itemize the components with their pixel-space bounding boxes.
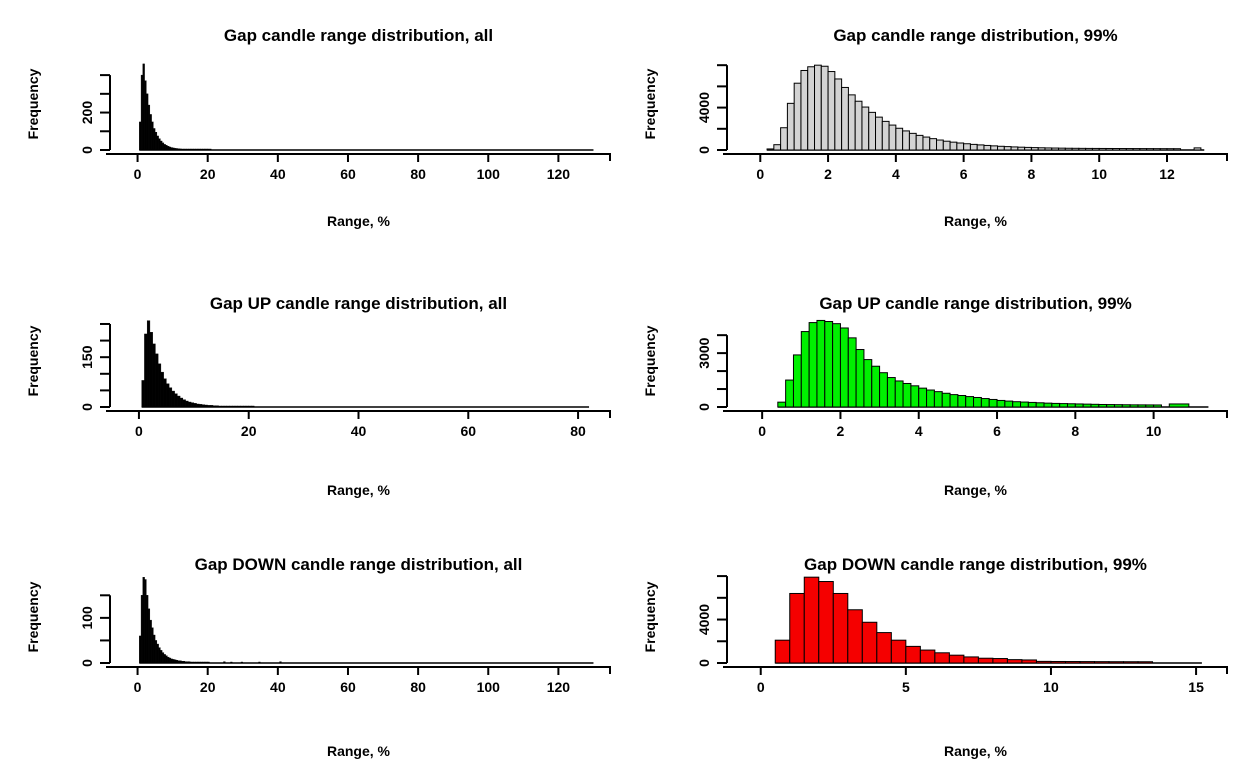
panel-title: Gap UP candle range distribution, 99% [819,294,1132,313]
svg-text:0: 0 [79,146,95,154]
x-axis-label: Range, % [326,213,390,229]
svg-text:12: 12 [1159,166,1175,182]
svg-text:0: 0 [758,423,766,439]
svg-text:2: 2 [824,166,832,182]
panel-gap-down-99: 0 4000 0 5 10 15 Gap DOWN candle range distri… [617,522,1234,784]
svg-text:100: 100 [477,679,501,695]
x-axis-label: Range, % [326,482,390,498]
svg-text:0: 0 [696,403,712,411]
panel-title: Gap UP candle range distribution, all [209,294,508,313]
histogram-plot-gap-all: 0 200 0 20 40 60 80 100 120 [79,63,611,182]
panel-title: Gap DOWN candle range distribution, all [194,555,523,574]
svg-text:10: 10 [1091,166,1107,182]
panel-gap-up-99: 0 3000 0 2 4 6 8 10 Gap UP candle range distrib… [617,261,1234,523]
svg-text:40: 40 [270,679,286,695]
svg-text:80: 80 [410,679,426,695]
svg-text:100: 100 [477,166,501,182]
y-axis-label: Frequency [25,581,41,653]
svg-text:0: 0 [756,166,764,182]
svg-text:0: 0 [79,659,95,667]
panel-title: Gap DOWN candle range distribution, 99% [804,555,1147,574]
svg-text:15: 15 [1188,679,1204,695]
histogram-plot-gap-up-all: 0 150 0 20 40 60 80 [79,320,611,439]
panel-gap-up-all: 0 150 0 20 40 60 80 Gap UP candle range distri… [0,261,617,523]
svg-text:6: 6 [993,423,1001,439]
svg-text:0: 0 [696,146,712,154]
panel-gap-all: 0 200 0 20 40 60 80 100 120 Gap candle range dis… [0,0,617,262]
svg-text:20: 20 [241,423,257,439]
y-axis-label: Frequency [642,581,658,653]
svg-text:80: 80 [410,166,426,182]
x-axis-label: Range, % [943,213,1007,229]
x-axis-label: Range, % [943,482,1007,498]
svg-text:0: 0 [696,659,712,667]
histogram-plot-gap-down-99: 0 4000 0 5 10 15 [696,575,1228,695]
y-axis-label: Frequency [642,325,658,397]
svg-text:0: 0 [757,679,765,695]
svg-text:80: 80 [570,423,586,439]
svg-text:10: 10 [1146,423,1162,439]
histogram-plot-gap-down-all: 0 100 0 20 40 60 80 100 120 [79,577,611,695]
svg-text:40: 40 [351,423,367,439]
histogram-plot-gap-up-99: 0 3000 0 2 4 6 8 10 [696,319,1228,439]
svg-text:120: 120 [547,679,571,695]
svg-text:40: 40 [270,166,286,182]
y-axis-label: Frequency [642,68,658,140]
x-axis-label: Range, % [943,743,1007,759]
svg-text:2: 2 [837,423,845,439]
svg-text:0: 0 [134,679,142,695]
svg-text:0: 0 [79,403,95,411]
histogram-plot-gap-99: 0 4000 0 2 4 6 8 10 12 [696,64,1228,182]
y-axis-label: Frequency [25,325,41,397]
svg-text:100: 100 [79,606,95,630]
svg-text:0: 0 [134,166,142,182]
panel-gap-down-all: 0 100 0 20 40 60 80 100 120 Gap DOWN candle rang… [0,522,617,784]
svg-text:120: 120 [547,166,571,182]
panel-gap-99: 0 4000 0 2 4 6 8 10 12 Gap candle range distribu… [617,0,1234,262]
svg-text:20: 20 [200,679,216,695]
svg-text:150: 150 [79,345,95,369]
svg-text:60: 60 [340,679,356,695]
svg-text:3000: 3000 [696,337,712,368]
x-axis-label: Range, % [326,743,390,759]
svg-text:4000: 4000 [696,604,712,635]
svg-text:5: 5 [902,679,910,695]
svg-text:200: 200 [79,101,95,125]
svg-text:10: 10 [1043,679,1059,695]
svg-text:8: 8 [1028,166,1036,182]
y-axis-label: Frequency [25,68,41,140]
svg-text:6: 6 [960,166,968,182]
svg-text:4: 4 [915,423,923,439]
svg-text:20: 20 [200,166,216,182]
panel-title: Gap candle range distribution, all [223,26,494,45]
svg-text:4000: 4000 [696,92,712,123]
svg-text:60: 60 [460,423,476,439]
svg-text:4: 4 [892,166,900,182]
svg-text:60: 60 [340,166,356,182]
panel-title: Gap candle range distribution, 99% [833,26,1118,45]
svg-text:0: 0 [135,423,143,439]
svg-text:8: 8 [1071,423,1079,439]
